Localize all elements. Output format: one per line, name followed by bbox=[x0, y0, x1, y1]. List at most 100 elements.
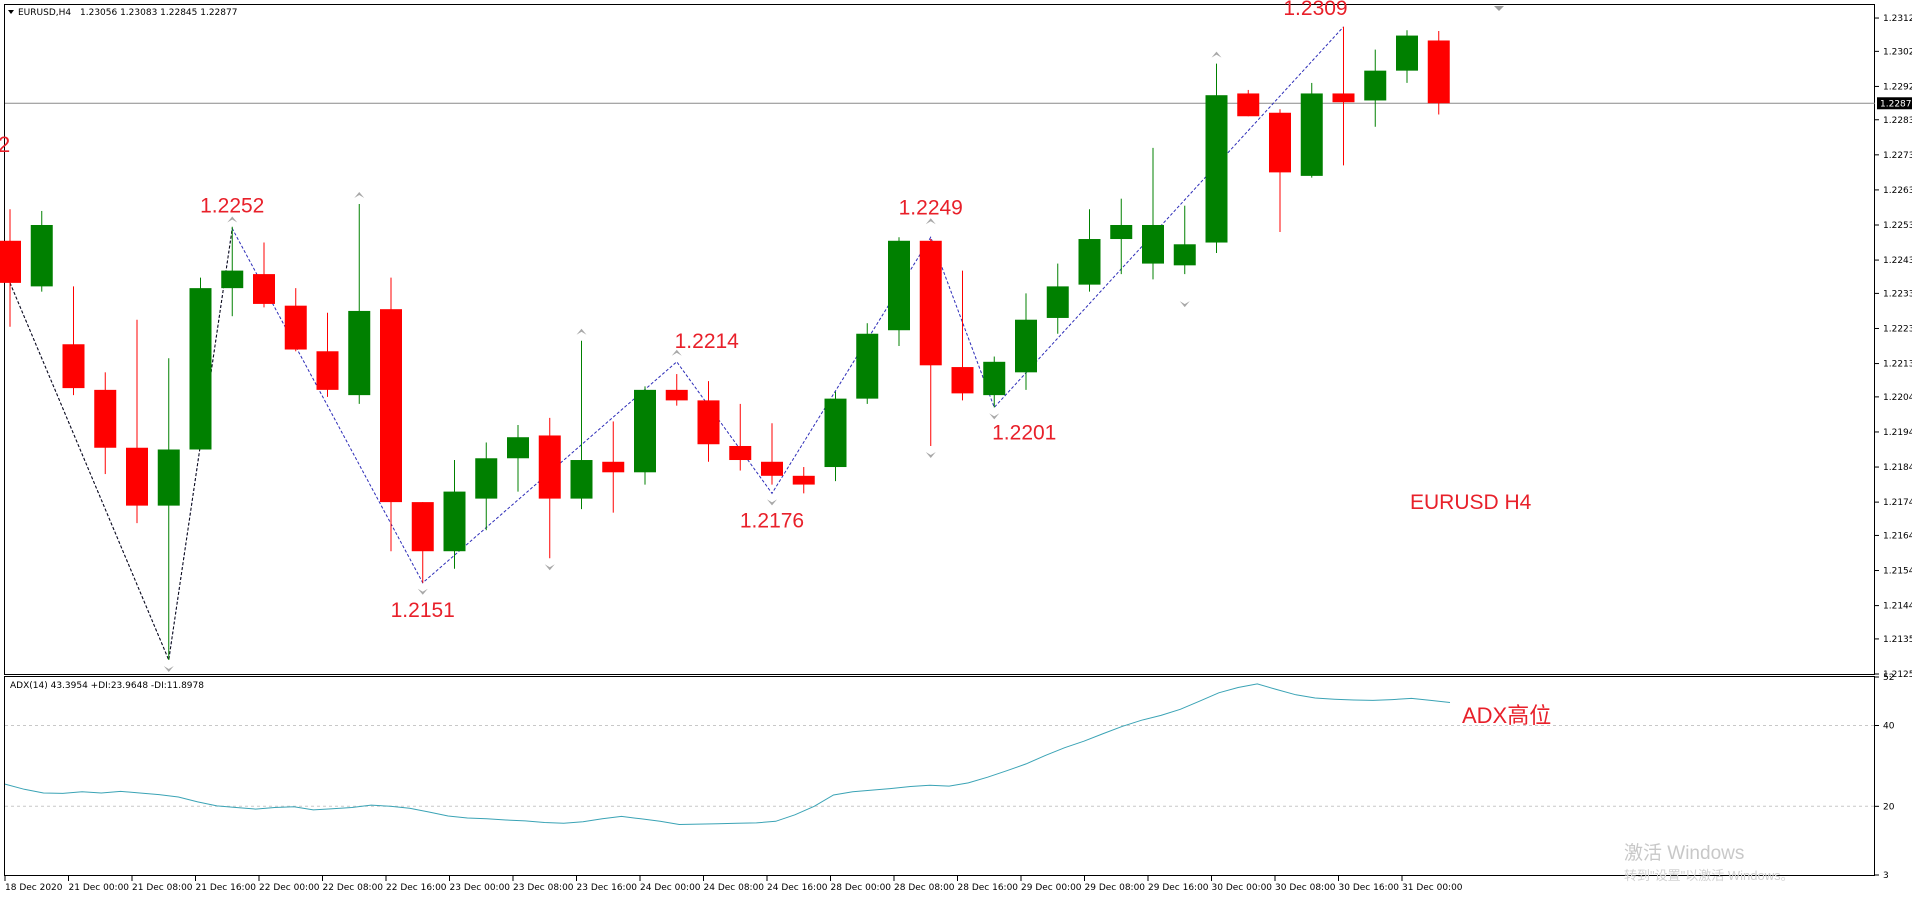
price-tick-label: 1.22430 bbox=[1883, 256, 1912, 266]
fractal-up-arrow-icon bbox=[925, 218, 936, 225]
collapse-triangle-icon[interactable] bbox=[8, 10, 14, 14]
candle bbox=[1300, 82, 1323, 178]
candle-body-bear bbox=[1427, 40, 1450, 104]
price-tick-label: 1.22135 bbox=[1883, 360, 1912, 370]
price-tick-label: 1.22925 bbox=[1883, 82, 1912, 92]
main-chart-frame bbox=[4, 4, 1875, 675]
time-tick-label: 29 Dec 16:00 bbox=[1148, 883, 1209, 893]
candle-body-bull bbox=[1396, 35, 1418, 71]
price-tick-label: 1.22630 bbox=[1883, 186, 1912, 196]
candle bbox=[316, 312, 339, 397]
price-annotation: 1.2151 bbox=[391, 599, 455, 622]
current-price-label: 1.22877 bbox=[1880, 99, 1912, 109]
candle bbox=[1205, 63, 1228, 254]
candle-body-bear bbox=[1237, 93, 1260, 117]
fractal-up-arrow-icon bbox=[576, 328, 587, 335]
candle-body-bear bbox=[316, 351, 339, 390]
candle bbox=[1396, 30, 1418, 83]
price-tick-label: 1.21740 bbox=[1883, 498, 1912, 508]
time-tick-label: 30 Dec 00:00 bbox=[1212, 883, 1273, 893]
candle-body-bull bbox=[1300, 93, 1323, 176]
candle bbox=[507, 424, 529, 492]
candle-body-bull bbox=[570, 460, 593, 499]
adx-tick-label: 20 bbox=[1883, 802, 1895, 812]
chart-symbol-label: EURUSD,H4 bbox=[18, 8, 71, 18]
candle-body-bear bbox=[126, 447, 148, 506]
time-tick-label: 23 Dec 00:00 bbox=[450, 883, 511, 893]
candlestick-series bbox=[0, 26, 1450, 660]
time-tick-label: 24 Dec 00:00 bbox=[640, 883, 701, 893]
candle bbox=[792, 467, 815, 494]
candle-body-bear bbox=[1269, 112, 1291, 173]
adx-indicator-label: ADX(14) 43.3954 +DI:23.9648 -DI:11.8978 bbox=[10, 681, 204, 691]
price-tick-label: 1.21645 bbox=[1883, 531, 1912, 541]
candle bbox=[1173, 205, 1196, 275]
fractal-up-arrow-icon bbox=[227, 216, 238, 223]
time-tick-label: 22 Dec 16:00 bbox=[386, 883, 447, 893]
price-tick-label: 1.22040 bbox=[1883, 393, 1912, 403]
adx-level-lines bbox=[5, 724, 1875, 807]
fractal-down-arrow-icon bbox=[1179, 301, 1190, 308]
adx-tick-label: 3 bbox=[1883, 871, 1889, 881]
price-tick-label: 1.23025 bbox=[1883, 47, 1912, 57]
candle bbox=[62, 286, 85, 396]
windows-activation-title: 激活 Windows bbox=[1624, 842, 1744, 864]
candle-body-bull bbox=[1078, 239, 1101, 285]
candle-body-bull bbox=[983, 361, 1006, 396]
time-tick-label: 28 Dec 08:00 bbox=[894, 883, 955, 893]
candle bbox=[1332, 26, 1355, 166]
candle-body-bull bbox=[1110, 224, 1133, 240]
price-tick-label: 1.21840 bbox=[1883, 463, 1912, 473]
candle-body-bull bbox=[1205, 95, 1228, 243]
price-tick-label: 1.21250 bbox=[1883, 670, 1912, 680]
candle bbox=[634, 386, 656, 485]
price-annotation: 1.2176 bbox=[740, 509, 804, 532]
candle bbox=[1046, 263, 1069, 334]
candle bbox=[0, 209, 21, 327]
fractal-up-arrow-icon bbox=[354, 191, 365, 198]
candle bbox=[411, 502, 434, 583]
price-tick-label: 1.22235 bbox=[1883, 324, 1912, 334]
candle bbox=[1078, 209, 1101, 292]
candle bbox=[475, 442, 498, 531]
price-annotation: 1.2252 bbox=[200, 195, 264, 218]
price-tick-label: 1.22830 bbox=[1883, 116, 1912, 126]
candle-body-bear bbox=[538, 435, 561, 499]
candle-body-bull bbox=[1015, 319, 1037, 373]
candle bbox=[380, 277, 402, 552]
candle bbox=[284, 288, 307, 352]
shift-marker-icon[interactable] bbox=[1494, 6, 1504, 11]
fractal-down-arrow-icon bbox=[417, 588, 428, 595]
candle-body-bear bbox=[729, 445, 752, 461]
price-tick-label: 1.21545 bbox=[1883, 567, 1912, 577]
candle-body-bull bbox=[189, 288, 212, 450]
price-tick-label: 1.22530 bbox=[1883, 221, 1912, 231]
price-tick-label: 1.21940 bbox=[1883, 428, 1912, 438]
candle bbox=[1269, 109, 1291, 233]
candle bbox=[761, 423, 783, 485]
candle-body-bear bbox=[284, 305, 307, 350]
candle-body-bear bbox=[697, 400, 720, 445]
candle-body-bull bbox=[157, 449, 180, 506]
time-axis: 18 Dec 2020 21 Dec 00:00 21 Dec 08:00 21 De… bbox=[4, 876, 1463, 893]
candle bbox=[443, 460, 466, 569]
candle-body-bull bbox=[1046, 286, 1069, 318]
fractal-down-arrow-icon bbox=[925, 451, 936, 458]
candle-body-bull bbox=[348, 310, 371, 396]
candle bbox=[570, 340, 593, 510]
fractal-up-arrow-icon bbox=[1211, 51, 1222, 58]
candle bbox=[983, 356, 1006, 408]
adx-tick-label: 52 bbox=[1883, 673, 1894, 683]
candle bbox=[824, 391, 847, 482]
current-price-tag bbox=[1877, 97, 1912, 110]
price-annotation: 1.2214 bbox=[675, 330, 740, 353]
candle-body-bear bbox=[1332, 93, 1355, 103]
candle bbox=[157, 358, 180, 660]
left-edge-fragment-label: 2 bbox=[0, 132, 10, 157]
candle bbox=[538, 417, 561, 559]
candle bbox=[1142, 147, 1164, 280]
fractal-down-arrow-icon bbox=[767, 499, 777, 506]
candle-body-bear bbox=[602, 461, 625, 473]
